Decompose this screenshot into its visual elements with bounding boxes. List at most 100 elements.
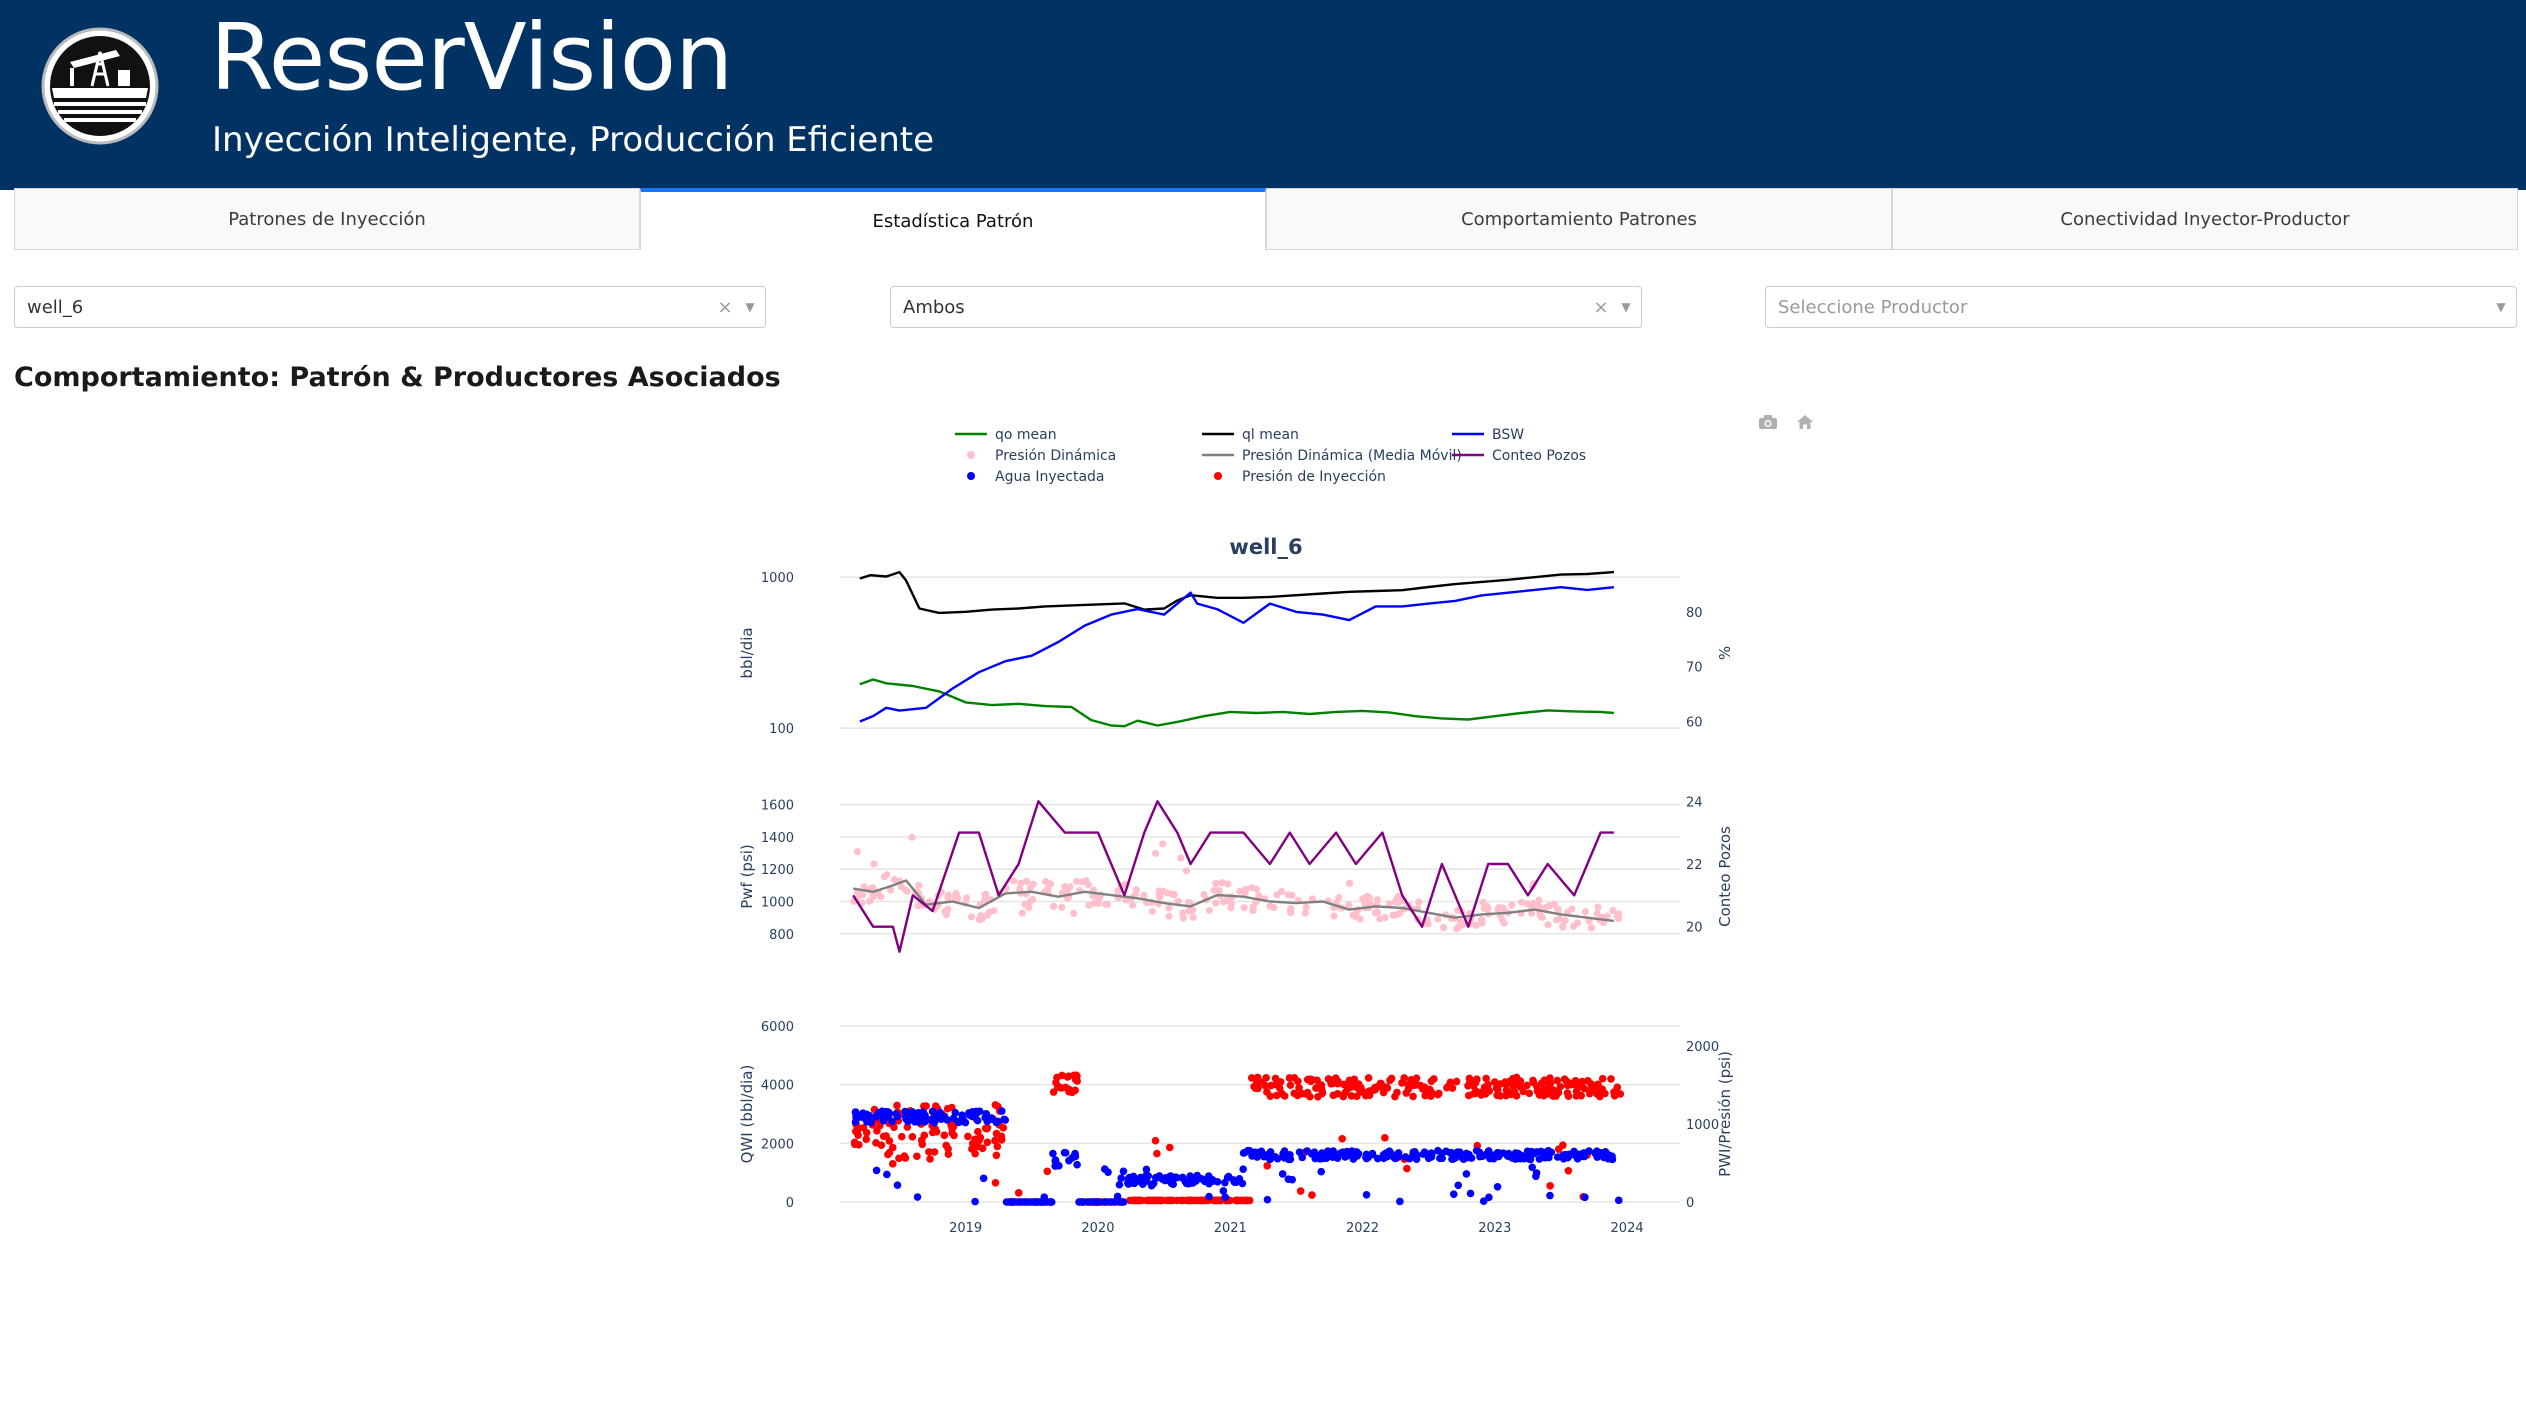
scatter-point (1137, 1196, 1146, 1205)
scatter-point (1494, 906, 1502, 914)
y2-axis-title: PWI/Presión (psi) (1716, 1051, 1734, 1177)
scatter-point (897, 1132, 906, 1141)
legend-item-qo-mean: qo mean (955, 427, 1057, 443)
scatter-point (1490, 1078, 1499, 1086)
scatter-point (1551, 1087, 1559, 1095)
scatter-point (1263, 1151, 1271, 1160)
scatter-point (1298, 1153, 1307, 1162)
scatter-point (1094, 899, 1102, 907)
scatter-point (893, 1181, 902, 1189)
tab-comportamiento-patrones[interactable]: Comportamiento Patrones (1266, 188, 1892, 250)
scatter-point (979, 1174, 988, 1183)
scatter-point (852, 1115, 861, 1124)
scatter-point (1385, 1147, 1394, 1156)
scatter-presion-dinamica (850, 833, 1623, 933)
scatter-point (1574, 1090, 1582, 1099)
scatter-point (1125, 1173, 1134, 1182)
scatter-point (1462, 1170, 1471, 1178)
scatter-point (1493, 1091, 1501, 1100)
scatter-point (1338, 1134, 1346, 1143)
scatter-point (877, 893, 885, 901)
scatter-point (1523, 1081, 1531, 1090)
scatter-point (1306, 1075, 1315, 1083)
scatter-point (1564, 1092, 1573, 1100)
scatter-point (1529, 899, 1538, 908)
scatter-point (1303, 1088, 1312, 1097)
scatter-point (1302, 903, 1310, 911)
scatter-point (991, 1101, 1000, 1109)
tab-conectividad-inyector-productor[interactable]: Conectividad Inyector-Productor (1892, 188, 2518, 250)
clear-icon[interactable]: × (717, 296, 733, 318)
scatter-point (1376, 1079, 1385, 1088)
scatter-point (1083, 1198, 1091, 1206)
scatter-point (1400, 1074, 1408, 1082)
scatter-point (1525, 1152, 1533, 1160)
scatter-point (1286, 1081, 1295, 1089)
scatter-point (1393, 1088, 1401, 1097)
mode-dropdown[interactable]: Ambos × ▼ (890, 286, 1642, 328)
tab-estadistica-patron[interactable]: Estadística Patrón (640, 188, 1266, 250)
scatter-point (1172, 1173, 1180, 1181)
scatter-point (990, 907, 998, 915)
scatter-point (925, 1148, 933, 1156)
scatter-point (944, 1145, 952, 1153)
scatter-point (1439, 924, 1448, 932)
scatter-point (1227, 904, 1235, 912)
scatter-point (1569, 922, 1578, 930)
scatter-point (942, 911, 951, 919)
scatter-point (866, 897, 874, 905)
y-tick-label: 1400 (761, 831, 794, 846)
scatter-point (1205, 906, 1214, 914)
scatter-point (1031, 1198, 1039, 1206)
chart-plots: 100 1000 60 70 80 bbl/dia % 800 1000 1200 1400 1600… (738, 570, 1734, 1236)
tab-patrones-de-inyeccion[interactable]: Patrones de Inyección (14, 188, 640, 250)
scatter-point (1089, 1198, 1098, 1206)
chevron-down-icon[interactable]: ▼ (745, 300, 755, 314)
chevron-down-icon[interactable]: ▼ (1621, 300, 1631, 314)
scatter-point (954, 894, 962, 902)
scatter-point (1546, 1079, 1555, 1087)
scatter-point (1438, 1149, 1446, 1158)
scatter-point (1140, 891, 1148, 900)
scatter-point (1607, 1075, 1615, 1083)
scatter-point (860, 1111, 868, 1120)
y-axis-title: bbl/dia (738, 627, 756, 678)
scatter-point (1580, 1149, 1588, 1157)
scatter-point (997, 1136, 1006, 1144)
scatter-point (883, 1170, 891, 1179)
scatter-point (1016, 885, 1024, 893)
scatter-point (870, 860, 878, 868)
scatter-point (920, 1131, 929, 1140)
scatter-point (1455, 1148, 1464, 1156)
scatter-point (1391, 898, 1400, 906)
y-tick-label: 1200 (761, 863, 794, 878)
app-title: ReserVision (210, 4, 733, 111)
scatter-point (1449, 1190, 1458, 1198)
app-header: ReserVision Inyección Inteligente, Produ… (0, 0, 2526, 190)
scatter-point (1178, 1173, 1187, 1182)
chart-panel-2: 800 1000 1200 1400 1600 20 22 24 Pwf (psi) Conteo… (738, 795, 1734, 953)
scatter-point (965, 1109, 973, 1117)
scatter-point (1535, 896, 1543, 904)
scatter-point (872, 1139, 880, 1147)
scatter-point (1296, 1187, 1305, 1195)
camera-icon[interactable] (1758, 414, 1778, 430)
legend-label: Presión Dinámica (Media Móvil) (1242, 448, 1462, 464)
scatter-point (1107, 1198, 1116, 1206)
producer-dropdown[interactable]: Seleccione Productor ▼ (1765, 286, 2517, 328)
home-icon[interactable] (1796, 414, 1814, 430)
series-line-qo-mean (859, 678, 1614, 728)
scatter-point (1479, 1197, 1488, 1205)
scatter-point (1594, 1080, 1602, 1089)
scatter-point (1278, 887, 1286, 896)
clear-icon[interactable]: × (1593, 296, 1609, 318)
scatter-point (1282, 1153, 1290, 1162)
scatter-point (1379, 1088, 1388, 1097)
pattern-dropdown[interactable]: well_6 × ▼ (14, 286, 766, 328)
mode-dropdown-value: Ambos (903, 296, 965, 318)
scatter-point (1562, 1077, 1571, 1085)
chevron-down-icon[interactable]: ▼ (2496, 300, 2506, 314)
scatter-point (1184, 907, 1193, 915)
scatter-point (1555, 915, 1564, 923)
scatter-point (1236, 887, 1244, 895)
